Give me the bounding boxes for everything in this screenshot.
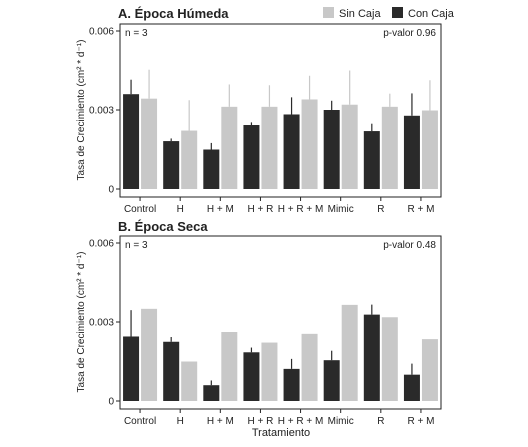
- x-tick-label-b-h-m: H + M: [207, 416, 234, 427]
- bar-b-con-caja-r-m: [403, 374, 420, 401]
- panel-a-n-label: n = 3: [125, 28, 148, 39]
- bar-b-con-caja-r: [363, 314, 380, 401]
- bar-a-sin-caja-control: [141, 98, 158, 189]
- panel-b: B. Época Seca n = 3 p-valor 0.48 00.0030…: [76, 219, 442, 427]
- bar-b-sin-caja-r: [381, 317, 398, 401]
- bar-b-sin-caja-control: [141, 308, 158, 401]
- bar-a-sin-caja-h: [181, 130, 198, 189]
- panel-a-ylabel: Tasa de Crecimiento (cm² * d⁻¹): [76, 40, 87, 181]
- bar-a-con-caja-h-m: [203, 149, 220, 189]
- panel-b-x-ticks: Control H H + M H + R H + R + M Mimic R R + M: [124, 409, 434, 427]
- x-tick-label-a-r-m: R + M: [407, 204, 434, 215]
- panel-b-marks: [123, 304, 438, 401]
- bar-b-con-caja-mimic: [323, 360, 340, 401]
- bar-b-con-caja-h-r: [243, 352, 260, 401]
- panel-a-pvalue: p-valor 0.96: [383, 28, 436, 39]
- y-tick-label-b-2: 0.006: [89, 239, 114, 250]
- bar-a-con-caja-h-r-m: [283, 114, 300, 189]
- bar-b-con-caja-h-r-m: [283, 368, 300, 401]
- x-tick-label-a-h: H: [177, 204, 184, 215]
- bar-a-con-caja-r-m: [403, 115, 420, 189]
- x-tick-label-b-control: Control: [124, 416, 156, 427]
- y-tick-label-b-0: 0: [108, 397, 114, 408]
- x-tick-label-a-mimic: Mimic: [328, 204, 354, 215]
- bar-b-sin-caja-h-r: [261, 342, 278, 401]
- bar-a-sin-caja-mimic: [341, 104, 358, 189]
- panel-b-y-ticks: 0 0.003 0.006: [89, 239, 120, 408]
- bar-a-con-caja-control: [123, 94, 140, 189]
- x-tick-label-a-h-m: H + M: [207, 204, 234, 215]
- panel-a-y-ticks: 0 0.003 0.006: [89, 27, 120, 196]
- bar-b-con-caja-h-m: [203, 385, 220, 401]
- y-tick-label-a-2: 0.006: [89, 27, 114, 38]
- x-tick-label-b-h-r: H + R: [248, 416, 274, 427]
- bar-a-sin-caja-h-r: [261, 106, 278, 189]
- x-tick-label-b-h: H: [177, 416, 184, 427]
- x-tick-label-a-r: R: [377, 204, 384, 215]
- bar-b-con-caja-h: [163, 341, 180, 401]
- x-tick-label-b-h-r-m: H + R + M: [278, 416, 324, 427]
- bar-b-sin-caja-h-r-m: [301, 333, 318, 401]
- legend-swatch-sin-caja: [323, 7, 334, 18]
- x-tick-label-a-control: Control: [124, 204, 156, 215]
- bar-a-sin-caja-r: [381, 106, 398, 189]
- y-tick-label-b-1: 0.003: [89, 318, 114, 329]
- bar-a-con-caja-h-r: [243, 125, 260, 189]
- x-axis-title: Tratamiento: [252, 427, 310, 439]
- bar-b-sin-caja-h: [181, 361, 198, 401]
- panel-a-title: A. Época Húmeda: [118, 6, 229, 21]
- bar-b-sin-caja-h-m: [221, 332, 238, 401]
- legend: Sin Caja Con Caja: [323, 7, 455, 20]
- bar-a-sin-caja-r-m: [421, 110, 438, 189]
- y-tick-label-a-1: 0.003: [89, 106, 114, 117]
- bar-a-sin-caja-h-m: [221, 106, 238, 189]
- bar-a-con-caja-h: [163, 141, 180, 189]
- legend-label-sin-caja: Sin Caja: [339, 8, 381, 20]
- bar-a-con-caja-mimic: [323, 110, 340, 189]
- x-tick-label-a-h-r-m: H + R + M: [278, 204, 324, 215]
- x-tick-label-b-r-m: R + M: [407, 416, 434, 427]
- legend-label-con-caja: Con Caja: [408, 8, 455, 20]
- legend-swatch-con-caja: [392, 7, 403, 18]
- x-tick-label-b-r: R: [377, 416, 384, 427]
- panel-b-pvalue: p-valor 0.48: [383, 240, 436, 251]
- y-tick-label-a-0: 0: [108, 185, 114, 196]
- panel-b-title: B. Época Seca: [118, 219, 208, 234]
- bar-b-sin-caja-mimic: [341, 304, 358, 401]
- panel-b-n-label: n = 3: [125, 240, 148, 251]
- panel-a-x-ticks: Control H H + M H + R H + R + M Mimic R R + M: [124, 197, 434, 215]
- panel-a-marks: [123, 69, 438, 189]
- bar-a-sin-caja-h-r-m: [301, 99, 318, 189]
- panel-a: A. Época Húmeda n = 3 p-valor 0.96 0 0.00…: [76, 6, 442, 215]
- x-tick-label-b-mimic: Mimic: [328, 416, 354, 427]
- panel-b-ylabel: Tasa de Crecimiento (cm² * d⁻¹): [76, 252, 87, 393]
- bar-b-sin-caja-r-m: [421, 339, 438, 401]
- bar-b-con-caja-control: [123, 336, 140, 401]
- bar-a-con-caja-r: [363, 131, 380, 189]
- x-tick-label-a-h-r: H + R: [248, 204, 274, 215]
